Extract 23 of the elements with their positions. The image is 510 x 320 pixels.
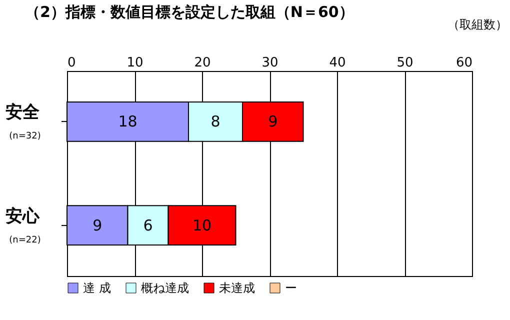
x-axis-title: （取組数） — [448, 18, 508, 32]
x-tick-label: 50 — [396, 56, 414, 70]
data-label: 9 — [268, 112, 278, 131]
legend-label: ー — [285, 281, 297, 295]
text: (n=22) — [9, 235, 41, 246]
data-label: 9 — [92, 216, 102, 234]
data-label: 6 — [143, 216, 153, 234]
legend-label: 未達成 — [219, 281, 255, 295]
data-label: 18 — [118, 112, 138, 131]
data-label: 10 — [192, 216, 212, 234]
legend-label: 達 成 — [83, 281, 111, 295]
x-tick-label: 20 — [194, 56, 211, 70]
text: (n=32) — [9, 132, 41, 142]
legend-label: 概ね達成 — [141, 281, 189, 295]
x-tick-label: 30 — [262, 56, 278, 70]
x-tick-label: 60 — [456, 56, 472, 70]
y-tick-label: 安心 — [6, 206, 40, 226]
y-tick-label: 安全 — [6, 102, 40, 123]
data-label: 8 — [210, 112, 220, 131]
x-tick-label: 40 — [329, 56, 346, 70]
x-tick-label: 10 — [126, 56, 144, 70]
x-tick-label: 0 — [68, 56, 76, 70]
chart-title: （2）指標・数値目標を設定した取組（N＝60） — [25, 3, 354, 21]
